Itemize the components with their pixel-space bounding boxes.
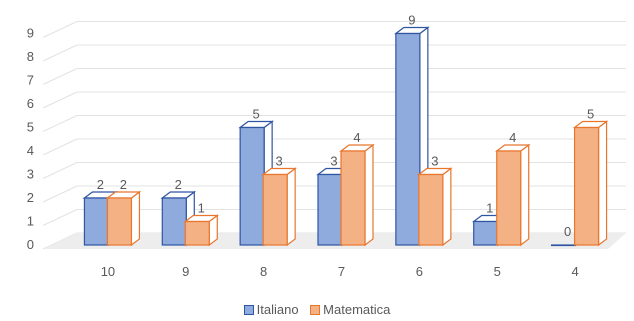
bar-matematica bbox=[261, 167, 297, 247]
bar-side-face bbox=[364, 143, 374, 247]
data-label: 4 bbox=[353, 130, 360, 145]
legend: Italiano Matematica bbox=[0, 302, 634, 318]
data-label: 2 bbox=[175, 177, 182, 192]
y-tick-label: 1 bbox=[27, 214, 34, 229]
gridline-diagonal bbox=[42, 209, 78, 226]
bar-side-face bbox=[597, 120, 608, 247]
data-label: 1 bbox=[198, 201, 205, 216]
y-tick-label: 6 bbox=[27, 96, 34, 111]
y-tick-label: 7 bbox=[27, 73, 34, 88]
data-label: 3 bbox=[276, 154, 283, 169]
bar-front-face bbox=[573, 126, 600, 246]
gridline-diagonal bbox=[42, 68, 78, 85]
y-tick-label: 3 bbox=[27, 167, 34, 182]
data-label: 9 bbox=[408, 13, 415, 28]
legend-swatch-italiano bbox=[243, 304, 254, 315]
x-axis-tick-labels: 10 9 8 7 6 5 4 bbox=[101, 264, 579, 279]
gridline-diagonal bbox=[42, 91, 78, 109]
bar-italiano bbox=[160, 190, 197, 247]
gridline-diagonal bbox=[42, 138, 78, 156]
bar-front-face bbox=[262, 173, 288, 246]
y-axis-tick-labels: 0 1 2 3 4 5 6 7 8 9 bbox=[27, 26, 34, 253]
bar-front-face bbox=[317, 173, 343, 246]
gridline-diagonal bbox=[42, 21, 78, 38]
y-tick-label: 8 bbox=[27, 49, 34, 64]
legend-swatch-matematica bbox=[310, 304, 321, 315]
bar-front-face bbox=[550, 244, 577, 247]
x-tick-label: 8 bbox=[260, 264, 267, 279]
gridline-diagonal bbox=[42, 44, 78, 62]
legend-label-matematica: Matematica bbox=[323, 302, 391, 317]
bar-front-face bbox=[418, 173, 444, 246]
bar-front-face bbox=[83, 197, 110, 246]
bar-front-face bbox=[496, 150, 522, 246]
data-labels: 2 2 2 1 5 3 3 4 9 3 1 4 0 5 bbox=[97, 13, 594, 240]
bar-matematica bbox=[105, 190, 142, 247]
bar-matematica bbox=[572, 120, 609, 247]
x-tick-label: 10 bbox=[101, 264, 115, 279]
x-tick-label: 9 bbox=[182, 264, 189, 279]
gridline-diagonal bbox=[42, 162, 78, 179]
bar-side-face bbox=[130, 190, 141, 247]
bar-front-face bbox=[106, 197, 133, 246]
x-tick-label: 5 bbox=[494, 264, 501, 279]
y-tick-label: 2 bbox=[27, 190, 34, 205]
y-tick-label: 4 bbox=[27, 143, 34, 158]
x-tick-label: 7 bbox=[338, 264, 345, 279]
legend-item-italiano: Italiano bbox=[243, 302, 299, 317]
bar-side-face bbox=[442, 167, 452, 247]
legend-item-matematica: Matematica bbox=[310, 302, 390, 317]
bar-front-face bbox=[473, 220, 499, 246]
data-label: 5 bbox=[587, 107, 594, 122]
y-tick-label: 9 bbox=[27, 26, 34, 41]
bar-front-face bbox=[395, 32, 421, 246]
y-tick-label: 0 bbox=[27, 237, 34, 252]
x-tick-label: 6 bbox=[416, 264, 423, 279]
bar-front-face bbox=[161, 197, 187, 246]
data-label: 3 bbox=[431, 154, 438, 169]
bar-matematica bbox=[339, 143, 375, 247]
x-tick-label: 4 bbox=[571, 264, 578, 279]
data-label: 4 bbox=[509, 130, 516, 145]
bar-side-face bbox=[520, 143, 530, 247]
bar-front-face bbox=[184, 220, 210, 246]
bar-matematica bbox=[494, 143, 531, 247]
bar-front-face bbox=[340, 150, 366, 246]
data-label: 1 bbox=[486, 201, 493, 216]
y-tick-label: 5 bbox=[27, 120, 34, 135]
data-label: 3 bbox=[330, 154, 337, 169]
data-label: 2 bbox=[97, 177, 104, 192]
data-label: 0 bbox=[564, 224, 571, 239]
bar-italiano bbox=[394, 26, 430, 247]
bar-matematica bbox=[417, 167, 453, 247]
bars bbox=[82, 26, 609, 247]
bar-matematica bbox=[183, 214, 220, 247]
data-label: 5 bbox=[253, 107, 260, 122]
gridline-diagonal bbox=[42, 185, 78, 203]
gridline-diagonal bbox=[42, 115, 78, 132]
bar-side-face bbox=[286, 167, 296, 247]
bar-front-face bbox=[239, 126, 265, 246]
data-label: 2 bbox=[120, 177, 127, 192]
legend-label-italiano: Italiano bbox=[256, 302, 299, 317]
